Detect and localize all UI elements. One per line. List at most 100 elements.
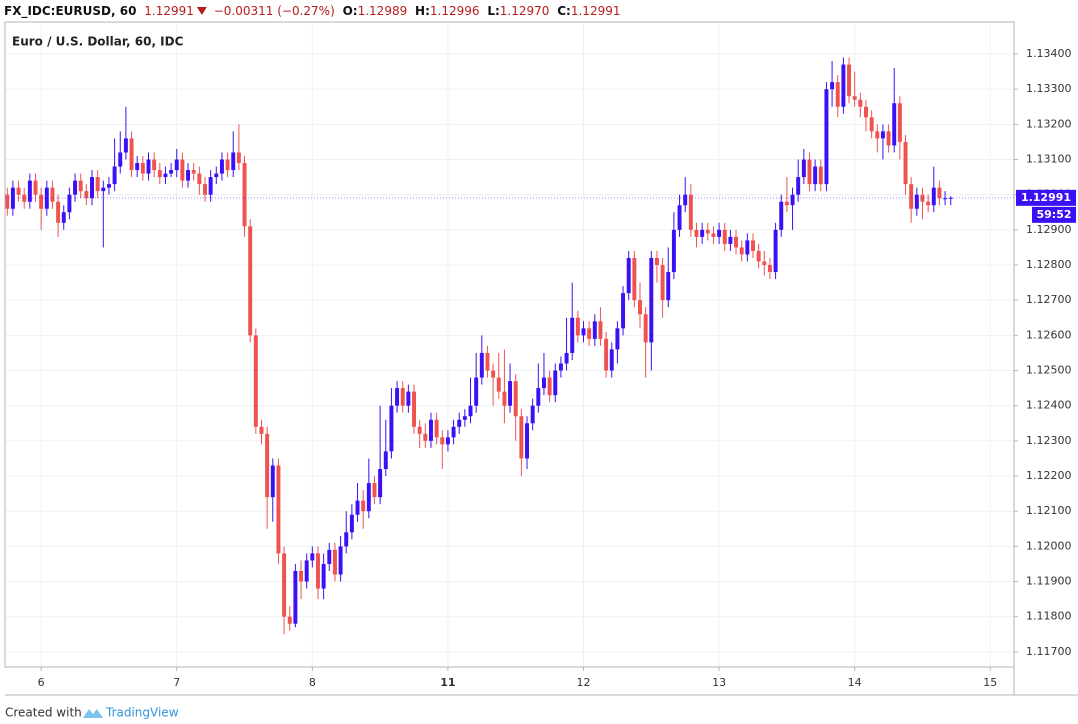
candle-body xyxy=(671,229,676,273)
x-tick-label: 12 xyxy=(577,676,591,689)
candle-body xyxy=(61,212,66,223)
candle-body xyxy=(621,293,626,329)
chart-title: Euro / U.S. Dollar, 60, IDC xyxy=(12,35,184,49)
candle-body xyxy=(722,229,727,244)
candle-body xyxy=(638,300,642,315)
candle-body xyxy=(903,141,908,185)
candle-body xyxy=(852,96,857,100)
candle-body xyxy=(56,201,61,223)
candle-body xyxy=(892,103,897,146)
candle-body xyxy=(666,272,671,301)
candle-body xyxy=(287,616,292,624)
candle-body xyxy=(643,314,648,343)
candle-body xyxy=(412,391,417,427)
y-tick-label: 1.13400 xyxy=(1026,47,1072,60)
candle-body xyxy=(790,194,795,206)
candle-body xyxy=(338,546,343,575)
candle-body xyxy=(225,159,230,171)
candle-body xyxy=(259,426,264,434)
candle-body xyxy=(276,465,281,554)
candle-body xyxy=(683,194,688,206)
candle-body xyxy=(180,159,185,181)
last-price-label: 1.12991 xyxy=(1021,191,1071,204)
candle-body xyxy=(299,570,304,582)
open-label: O: xyxy=(343,4,358,18)
grid xyxy=(5,22,1014,667)
candle-body xyxy=(27,180,32,202)
candle-body xyxy=(304,560,309,582)
candle-body xyxy=(169,170,174,174)
candle-body xyxy=(705,229,710,234)
candle-body xyxy=(33,180,38,195)
candle-body xyxy=(152,159,157,171)
candle-body xyxy=(485,352,490,371)
candle-body xyxy=(203,184,207,195)
candle-body xyxy=(270,465,275,498)
candle-body xyxy=(931,187,936,206)
candle-body xyxy=(813,166,818,185)
candle-body xyxy=(163,173,168,178)
open-value: 1.12989 xyxy=(358,4,408,18)
candle-body xyxy=(265,433,270,498)
last-price-box xyxy=(1016,189,1076,206)
candle-body xyxy=(440,437,445,445)
candle-body xyxy=(406,391,411,406)
candle-body xyxy=(632,257,637,301)
high-value: 1.12996 xyxy=(430,4,480,18)
candle-body xyxy=(943,198,948,200)
candle-body xyxy=(219,159,224,174)
candle-body xyxy=(496,377,501,392)
candle-body xyxy=(756,250,761,262)
candle-body xyxy=(118,152,123,167)
candle-body xyxy=(231,152,236,171)
candle-body xyxy=(451,426,456,438)
y-tick-label: 1.12000 xyxy=(1026,539,1072,552)
candle-body xyxy=(417,426,422,434)
candle-body xyxy=(626,257,631,294)
candle-body xyxy=(841,64,846,107)
footer-brand[interactable]: TradingView xyxy=(105,706,179,720)
x-tick-label: 8 xyxy=(309,676,316,689)
candle-body xyxy=(135,163,140,171)
candle-body xyxy=(762,261,767,266)
candle-body xyxy=(355,500,360,515)
candle-body xyxy=(366,483,371,512)
candle-body xyxy=(728,236,733,244)
change: −0.00311 (−0.27%) xyxy=(214,4,335,18)
candle-body xyxy=(734,236,739,248)
header: FX_IDC:EURUSD, 60 1.12991 −0.00311 (−0.2… xyxy=(4,4,620,19)
candle-body xyxy=(321,563,326,589)
candle-body xyxy=(479,352,484,378)
candle-body xyxy=(248,226,253,336)
candle-body xyxy=(818,166,823,185)
candle-body xyxy=(67,194,72,213)
candle-body xyxy=(16,187,21,195)
candle-body xyxy=(773,229,778,273)
candle-body xyxy=(106,184,111,188)
candle-body xyxy=(157,170,162,178)
candle-body xyxy=(745,240,750,255)
candle-body xyxy=(316,553,320,589)
candle-body xyxy=(445,437,450,445)
candle-body xyxy=(824,89,829,185)
x-tick-label: 6 xyxy=(38,676,45,689)
high-label: H: xyxy=(415,4,430,18)
candle-body xyxy=(400,388,405,406)
candle-body xyxy=(688,194,693,230)
y-tick-label: 1.12700 xyxy=(1026,293,1072,306)
candle-body xyxy=(700,229,705,237)
candle-body xyxy=(575,317,580,336)
candle-body xyxy=(146,159,151,174)
candle-body xyxy=(767,265,772,273)
candle-body xyxy=(553,370,558,396)
candle-body xyxy=(558,363,563,371)
candle-body xyxy=(129,138,134,171)
candle-body xyxy=(541,377,546,389)
candle-body xyxy=(547,377,552,396)
candle-body xyxy=(525,423,529,459)
candle-body xyxy=(864,106,868,118)
candle-body xyxy=(880,131,885,139)
y-tick-label: 1.12800 xyxy=(1026,258,1072,271)
candle-body xyxy=(101,187,106,192)
y-tick-label: 1.11900 xyxy=(1026,575,1072,588)
